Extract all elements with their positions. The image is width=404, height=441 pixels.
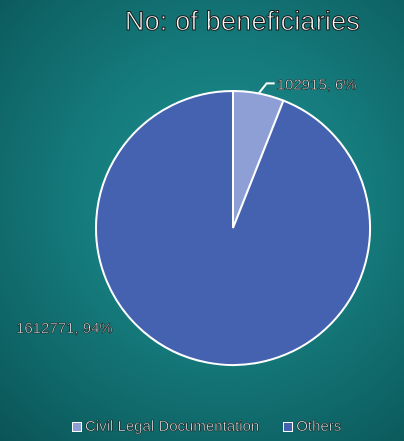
pie-slice-others bbox=[95, 89, 371, 366]
data-label-leader-line bbox=[257, 82, 275, 95]
legend: Civil Legal Documentation Others bbox=[72, 418, 365, 435]
legend-swatch-others bbox=[283, 421, 294, 432]
legend-item-civil-legal-documentation: Civil Legal Documentation bbox=[72, 418, 260, 436]
data-label-others: 1612771, 94% bbox=[16, 320, 113, 337]
legend-item-others: Others bbox=[283, 418, 342, 436]
legend-swatch-civil-legal-documentation bbox=[72, 421, 82, 432]
legend-label-civil-legal-documentation: Civil Legal Documentation bbox=[85, 418, 260, 436]
data-label-civil-legal-documentation: 102915, 6% bbox=[277, 76, 357, 93]
chart-title: No: of beneficiaries bbox=[124, 6, 360, 37]
legend-label-others: Others bbox=[296, 418, 342, 436]
